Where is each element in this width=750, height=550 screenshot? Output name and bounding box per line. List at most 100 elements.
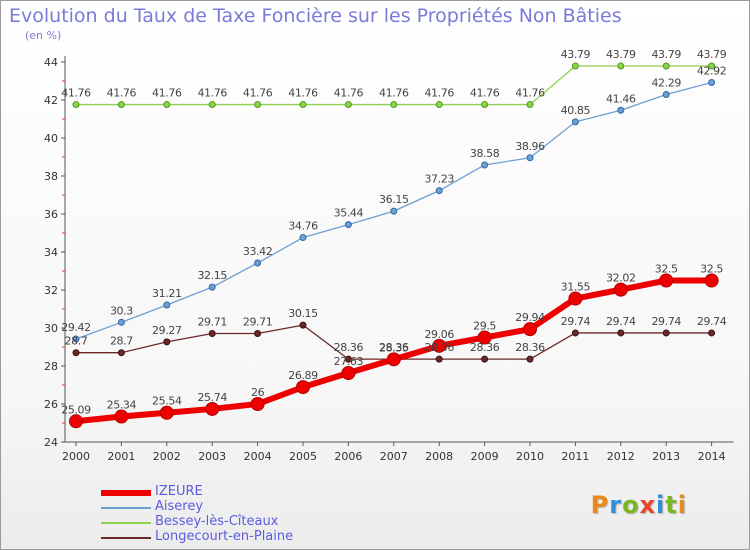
x-tick-label: 2013 <box>652 450 680 463</box>
data-point-aiserey <box>208 283 216 291</box>
data-label-bessey-les-citeaux: 41.76 <box>470 87 500 100</box>
data-label-aiserey: 37.23 <box>424 173 454 186</box>
data-label-aiserey: 40.85 <box>561 104 591 117</box>
data-label-izeure: 27.63 <box>334 355 364 368</box>
logo-letter: r <box>609 491 623 519</box>
data-point-izeure <box>114 409 129 424</box>
legend-label-bessey-les-citeaux: Bessey-lès-Cîteaux <box>155 514 279 529</box>
data-labels: 25.09 25.34 25.54 25.74 26 26.89 27.63 28.35 29.… <box>61 48 727 416</box>
data-label-longecourt-en-plaine: 28.36 <box>334 341 364 354</box>
data-point-bessey-les-citeaux <box>163 101 171 109</box>
data-point-longecourt-en-plaine <box>117 349 125 357</box>
data-point-izeure <box>613 282 628 297</box>
y-tick-label: 36 <box>44 208 58 221</box>
data-point-aiserey <box>299 234 307 242</box>
x-tick-label: 2010 <box>516 450 544 463</box>
data-label-izeure: 32.5 <box>655 263 678 276</box>
x-tick-label: 2014 <box>698 450 726 463</box>
data-label-longecourt-en-plaine: 28.36 <box>515 341 545 354</box>
x-tick-label: 2005 <box>289 450 317 463</box>
proxiti-logo: Proxiti <box>591 491 687 519</box>
data-label-longecourt-en-plaine: 28.36 <box>470 341 500 354</box>
data-point-bessey-les-citeaux <box>72 101 80 109</box>
data-label-aiserey: 41.46 <box>606 92 636 105</box>
data-point-longecourt-en-plaine <box>481 355 489 363</box>
data-label-izeure: 25.09 <box>61 403 91 416</box>
x-tick-label: 2012 <box>607 450 635 463</box>
data-point-longecourt-en-plaine <box>72 349 80 357</box>
logo-letter: i <box>656 491 666 519</box>
data-label-aiserey: 42.92 <box>697 65 727 78</box>
data-point-izeure <box>523 322 537 337</box>
data-label-aiserey: 38.96 <box>515 140 545 153</box>
logo-letter: t <box>665 491 678 519</box>
data-label-izeure: 28.35 <box>379 341 409 354</box>
y-tick-label: 32 <box>44 284 58 297</box>
data-point-bessey-les-citeaux <box>344 101 352 109</box>
data-point-bessey-les-citeaux <box>299 101 307 109</box>
legend-swatch-bessey-les-citeaux <box>101 515 151 530</box>
data-point-longecourt-en-plaine <box>435 355 443 363</box>
y-tick-label: 40 <box>44 132 58 145</box>
data-point-aiserey <box>117 318 125 326</box>
y-tick-label: 44 <box>44 56 58 69</box>
data-label-longecourt-en-plaine: 29.74 <box>697 315 727 328</box>
data-point-aiserey <box>390 207 398 215</box>
y-axis-unit-label: (en %) <box>25 29 62 42</box>
data-label-longecourt-en-plaine: 29.27 <box>152 324 182 337</box>
logo-letter: x <box>639 491 657 519</box>
data-point-bessey-les-citeaux <box>435 101 443 109</box>
data-point-izeure <box>477 330 492 345</box>
data-label-aiserey: 31.21 <box>152 287 182 300</box>
data-point-bessey-les-citeaux <box>208 101 216 109</box>
chart-title: Evolution du Taux de Taxe Foncière sur l… <box>9 5 622 27</box>
data-point-izeure <box>69 414 83 429</box>
x-tick-label: 2006 <box>334 450 362 463</box>
data-label-aiserey: 34.76 <box>288 220 318 233</box>
data-point-izeure <box>432 338 447 353</box>
data-point-longecourt-en-plaine <box>208 330 216 338</box>
legend-label-izeure: IZEURE <box>155 484 203 499</box>
data-label-bessey-les-citeaux: 43.79 <box>651 48 681 61</box>
data-point-bessey-les-citeaux <box>662 62 670 70</box>
legend-swatch-aiserey <box>101 500 151 515</box>
data-label-bessey-les-citeaux: 41.76 <box>243 87 273 100</box>
data-point-aiserey <box>254 259 262 267</box>
line-chart: 24 26 28 30 32 34 36 38 40 42 44 2000 2001 2002 2003 20… <box>44 48 734 463</box>
data-label-longecourt-en-plaine: 29.71 <box>197 316 227 329</box>
data-label-bessey-les-citeaux: 43.79 <box>561 48 591 61</box>
data-point-longecourt-en-plaine <box>662 329 670 337</box>
data-point-longecourt-en-plaine <box>571 329 579 337</box>
data-label-longecourt-en-plaine: 29.71 <box>243 316 273 329</box>
data-label-izeure: 29.94 <box>515 311 545 324</box>
legend-swatch-izeure <box>101 485 151 500</box>
data-point-izeure <box>159 405 174 420</box>
x-tick-label: 2011 <box>561 450 589 463</box>
x-tick-label: 2002 <box>153 450 181 463</box>
data-point-bessey-les-citeaux <box>571 62 579 70</box>
y-tick-label: 28 <box>44 360 58 373</box>
data-label-longecourt-en-plaine: 29.74 <box>606 315 636 328</box>
data-point-aiserey <box>571 118 579 126</box>
data-label-longecourt-en-plaine: 28.36 <box>424 341 454 354</box>
data-point-izeure <box>296 380 310 395</box>
data-label-aiserey: 32.15 <box>197 269 227 282</box>
x-tick-label: 2007 <box>380 450 408 463</box>
x-tick-label: 2000 <box>62 450 90 463</box>
y-tick-label: 26 <box>44 398 58 411</box>
data-label-izeure: 29.06 <box>424 328 454 341</box>
data-point-izeure <box>704 273 719 288</box>
data-label-longecourt-en-plaine: 29.74 <box>651 315 681 328</box>
data-label-aiserey: 38.58 <box>470 147 500 160</box>
data-point-longecourt-en-plaine <box>344 355 352 363</box>
data-label-bessey-les-citeaux: 41.76 <box>515 87 545 100</box>
data-label-izeure: 29.5 <box>473 320 496 333</box>
data-label-bessey-les-citeaux: 41.76 <box>61 87 91 100</box>
data-label-izeure: 25.34 <box>107 399 137 412</box>
data-point-aiserey <box>481 161 489 169</box>
data-label-bessey-les-citeaux: 41.76 <box>424 87 454 100</box>
data-label-bessey-les-citeaux: 41.76 <box>379 87 409 100</box>
legend-label-aiserey: Aiserey <box>155 499 204 514</box>
data-label-aiserey: 29.42 <box>61 321 91 334</box>
data-label-aiserey: 30.3 <box>110 304 133 317</box>
